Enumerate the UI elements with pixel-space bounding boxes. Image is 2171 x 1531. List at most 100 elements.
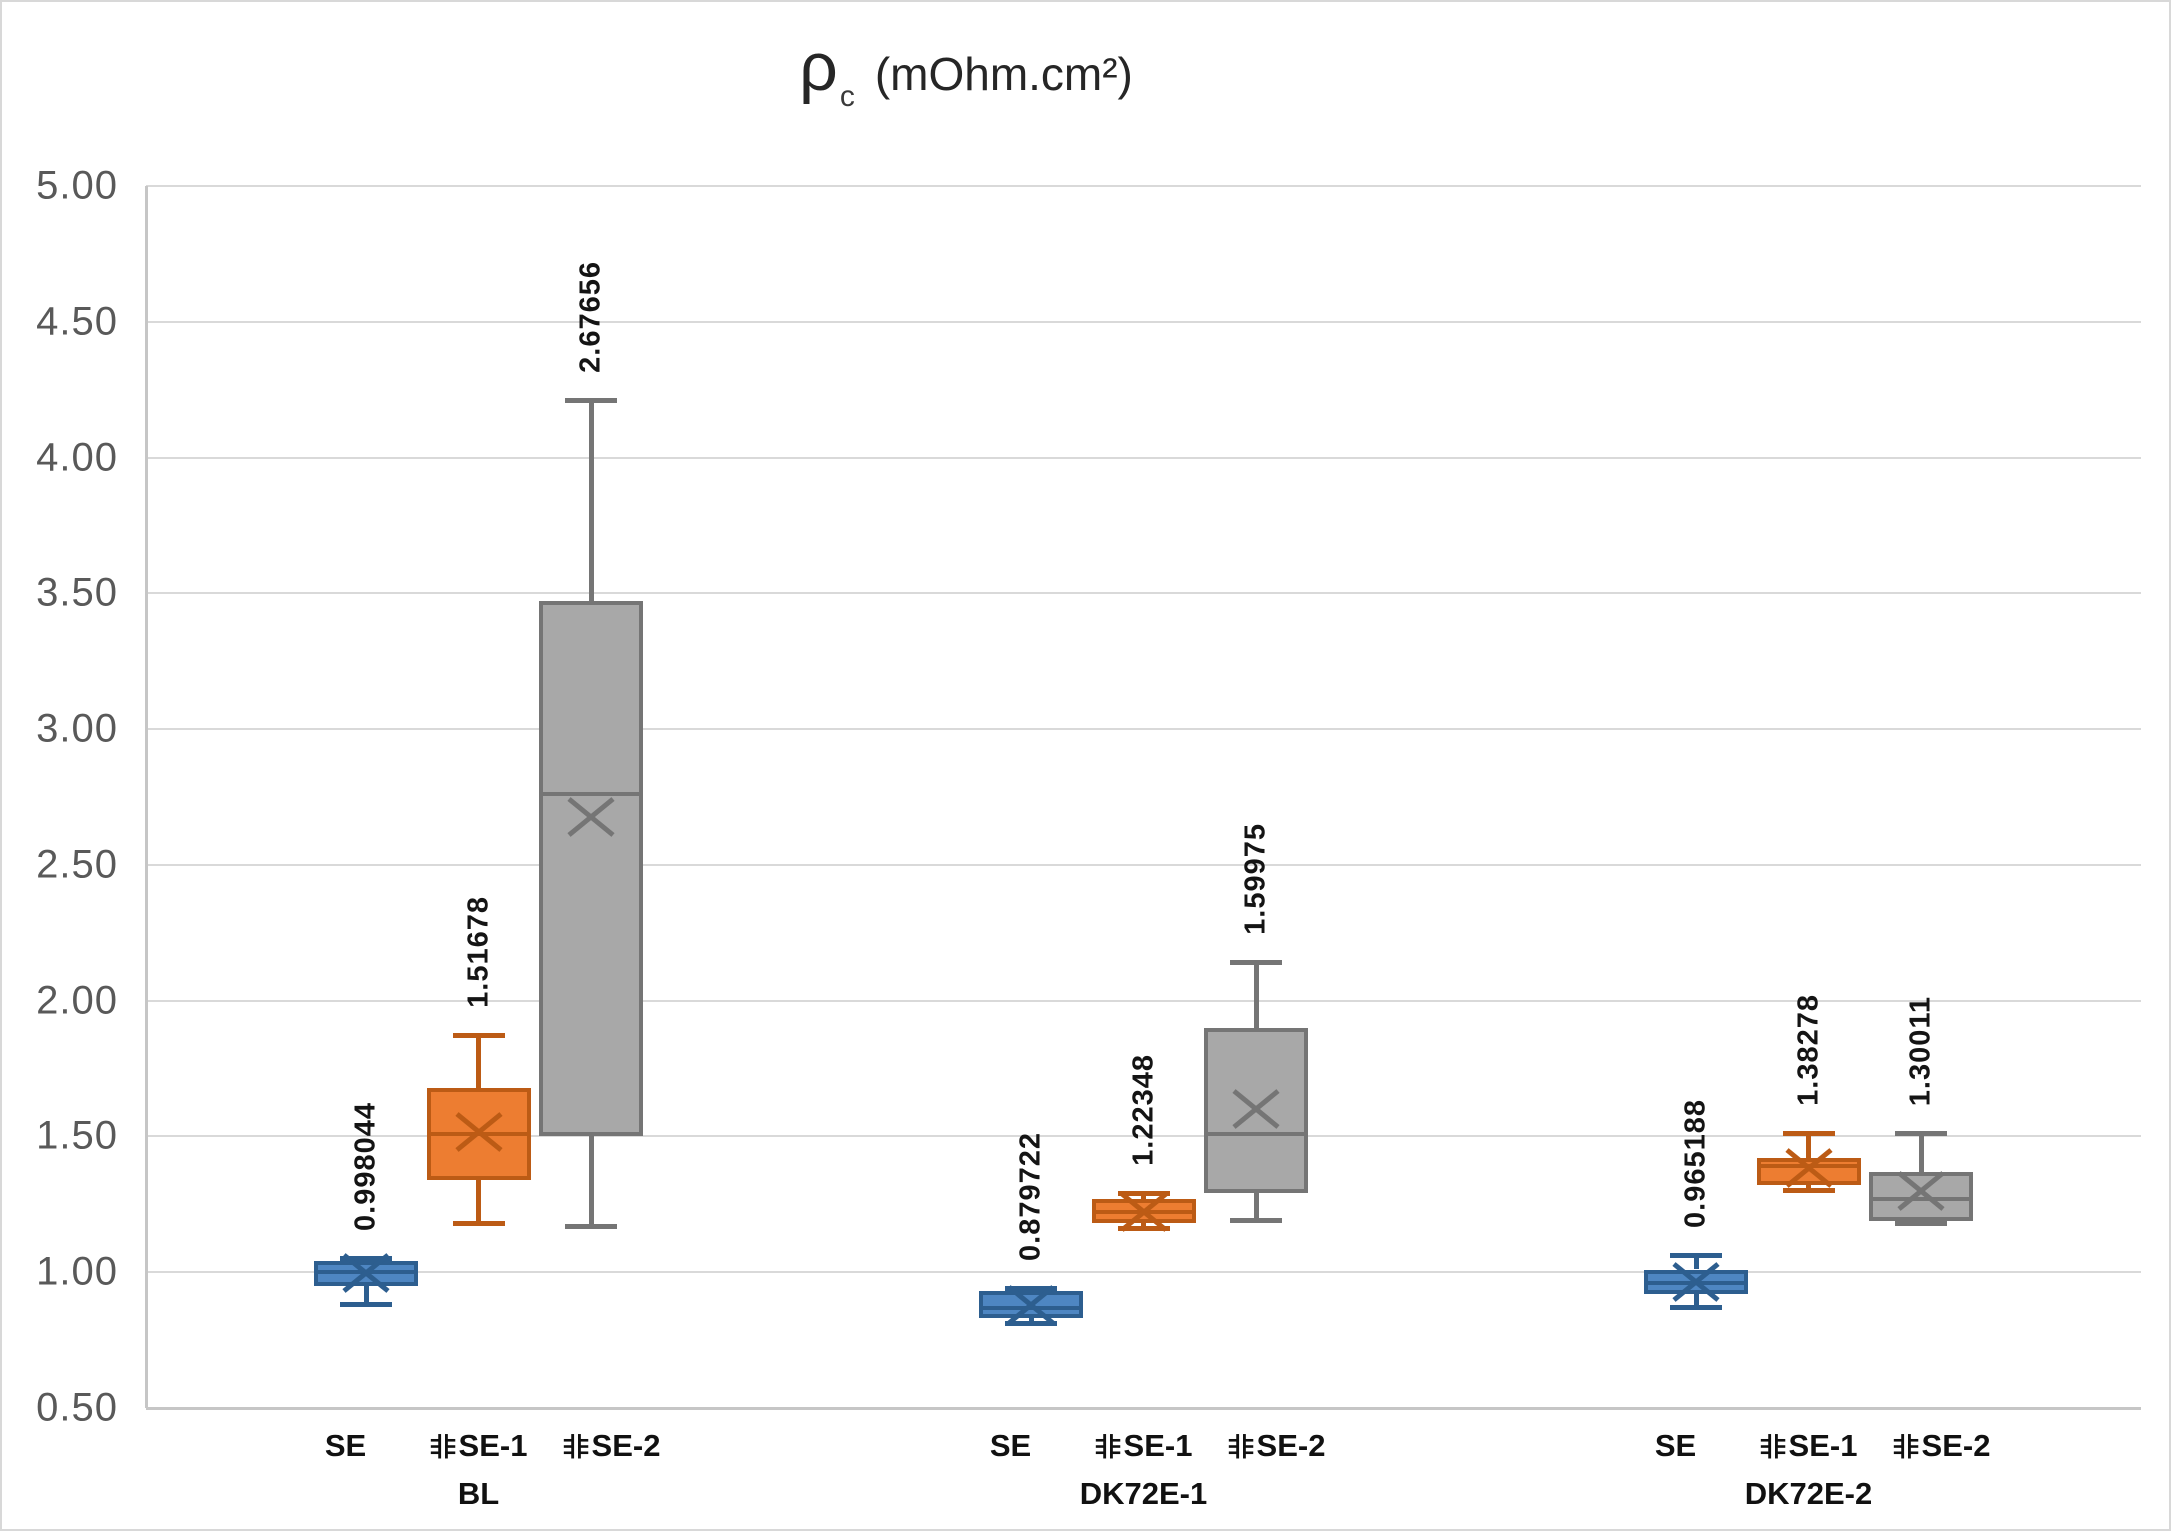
gridline — [146, 863, 2141, 866]
whisker-cap-upper — [1670, 1253, 1722, 1259]
whisker-upper — [476, 1035, 481, 1088]
y-axis-line — [145, 186, 148, 1408]
whisker-lower — [1806, 1185, 1811, 1191]
y-axis-tick-label: 4.00 — [36, 435, 118, 480]
mean-value-label: 1.51678 — [462, 896, 494, 1008]
box-BL-fei-se-2 — [539, 601, 643, 1137]
y-axis-tick-label: 5.00 — [36, 163, 118, 208]
x-axis-line — [146, 1407, 2141, 1410]
chart-title: ρc (mOhm.cm²) — [799, 28, 1133, 114]
gridline — [146, 728, 2141, 731]
whisker-cap-upper — [340, 1256, 392, 1262]
fei-character-icon — [563, 1434, 588, 1459]
gridline — [146, 456, 2141, 459]
whisker-lower — [363, 1285, 369, 1305]
median-line — [1869, 1196, 1973, 1201]
mean-marker-icon — [1232, 1089, 1280, 1130]
whisker-lower — [1028, 1318, 1034, 1324]
mean-marker-icon — [567, 797, 615, 837]
mean-value-label: 1.38278 — [1792, 993, 1824, 1106]
gridline — [146, 592, 2141, 595]
whisker-upper — [1806, 1133, 1811, 1159]
group-label-DK72E-1: DK72E-1 — [1079, 1476, 1208, 1511]
series-label: SE-2 — [1228, 1428, 1325, 1464]
fei-character-icon — [1228, 1434, 1253, 1459]
y-axis-tick-label: 2.00 — [36, 978, 118, 1023]
fei-character-icon — [1893, 1434, 1918, 1459]
whisker-lower — [476, 1179, 481, 1224]
whisker-cap-lower — [565, 1223, 617, 1229]
whisker-upper — [1693, 1255, 1699, 1270]
gridline — [146, 185, 2141, 187]
fei-character-icon — [430, 1434, 455, 1459]
whisker-cap-lower — [452, 1220, 505, 1226]
mean-value-label: 1.22348 — [1127, 1053, 1159, 1166]
y-axis-tick-label: 2.50 — [36, 842, 118, 887]
whisker-cap-upper — [452, 1033, 505, 1039]
title-units: (mOhm.cm²) — [874, 48, 1133, 100]
y-axis-tick-label: 3.50 — [36, 570, 118, 615]
mean-marker-icon — [1119, 1191, 1168, 1232]
whisker-upper — [1918, 1133, 1924, 1172]
mean-value-label: 1.30011 — [1904, 995, 1937, 1106]
whisker-cap-upper — [1782, 1131, 1835, 1137]
title-rho-symbol: ρ — [799, 29, 838, 105]
series-label: SE — [1654, 1428, 1697, 1463]
whisker-cap-upper — [1895, 1131, 1947, 1137]
whisker-cap-upper — [1005, 1286, 1057, 1291]
mean-marker-icon — [454, 1111, 503, 1152]
mean-marker-icon — [342, 1252, 390, 1293]
group-label-DK72E-2: DK72E-2 — [1744, 1476, 1873, 1511]
mean-value-label: 1.59975 — [1239, 822, 1272, 935]
gridline — [146, 1135, 2141, 1138]
mean-marker-icon — [1897, 1170, 1945, 1211]
whisker-cap-upper — [1117, 1190, 1170, 1196]
group-label-BL: BL — [457, 1476, 500, 1511]
whisker-cap-upper — [565, 398, 617, 404]
mean-marker-icon — [1672, 1261, 1720, 1302]
gridline — [146, 1271, 2141, 1274]
gridline — [146, 999, 2141, 1002]
whisker-upper — [1253, 962, 1259, 1028]
whisker-cap-lower — [1895, 1220, 1947, 1226]
series-label: SE-1 — [430, 1428, 527, 1464]
mean-value-label: 0.998044 — [349, 1101, 382, 1231]
y-axis-tick-label: 1.50 — [36, 1113, 118, 1158]
box-DK72E-2-fei-se-1 — [1756, 1158, 1861, 1186]
title-subscript: c — [839, 80, 855, 113]
y-axis-tick-label: 4.50 — [36, 299, 118, 344]
series-label: SE-2 — [1893, 1428, 1990, 1464]
mean-value-label: 0.965188 — [1679, 1098, 1712, 1228]
gridline — [146, 320, 2141, 323]
whisker-cap-lower — [1117, 1226, 1170, 1232]
mean-value-label: 0.879722 — [1014, 1131, 1047, 1261]
mean-marker-icon — [1784, 1148, 1833, 1189]
whisker-lower — [1253, 1193, 1259, 1221]
box-DK72E-2-fei-se-2 — [1869, 1171, 1973, 1221]
whisker-cap-lower — [1230, 1218, 1282, 1224]
whisker-cap-lower — [340, 1302, 392, 1308]
whisker-lower — [1141, 1223, 1146, 1229]
series-label: SE-1 — [1095, 1428, 1192, 1464]
mean-marker-icon — [1007, 1284, 1055, 1325]
series-label: SE — [324, 1428, 367, 1463]
whisker-cap-lower — [1005, 1321, 1057, 1327]
median-line — [1204, 1131, 1308, 1136]
fei-character-icon — [1760, 1434, 1785, 1459]
whisker-cap-lower — [1782, 1188, 1835, 1194]
mean-value-label: 2.67656 — [574, 260, 607, 373]
series-label: SE — [989, 1428, 1032, 1463]
whisker-lower — [1693, 1293, 1699, 1308]
whisker-lower — [588, 1136, 594, 1227]
whisker-upper — [588, 400, 594, 602]
whisker-cap-lower — [1670, 1305, 1722, 1311]
median-line — [539, 792, 643, 797]
series-label: SE-2 — [563, 1428, 660, 1464]
y-axis-tick-label: 1.00 — [36, 1249, 118, 1294]
y-axis-tick-label: 0.50 — [36, 1385, 118, 1430]
series-label: SE-1 — [1760, 1428, 1857, 1464]
whisker-upper — [1141, 1193, 1146, 1199]
fei-character-icon — [1095, 1434, 1120, 1459]
